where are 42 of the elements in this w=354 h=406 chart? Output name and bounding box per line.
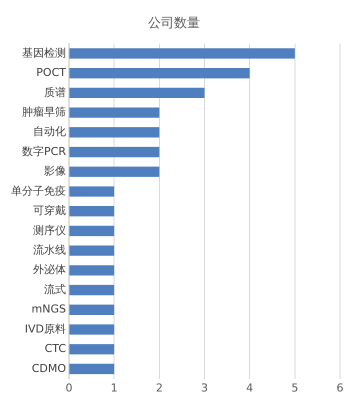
bar [70,324,114,335]
bar [70,48,295,59]
bar [70,245,114,256]
y-tick-label: 基因检测 [22,46,66,60]
y-tick-label: 流水线 [33,243,66,256]
y-tick-label: 可穿戴 [33,204,66,218]
y-tick-label: CDMO [32,362,66,375]
bar [70,127,160,138]
bar [70,186,114,197]
y-tick-label: 自动化 [33,125,66,138]
bar [70,146,160,158]
y-tick-label: IVD原料 [24,322,66,336]
bar [70,364,114,374]
y-tick-label: 流式 [44,282,66,296]
y-tick-label: 单分子免疫 [11,184,66,198]
chart-title: 公司数量 [148,16,200,32]
x-tick-label: 5 [291,381,298,394]
x-tick-label: 2 [156,381,163,394]
bar [70,265,114,276]
x-tick-label: 3 [201,381,208,394]
bar [70,68,250,78]
y-tick-label: 测序仪 [33,224,66,237]
y-tick-label: 外泌体 [33,263,66,276]
bar [70,88,204,98]
bar [70,284,114,296]
y-tick-label: CTC [44,342,66,356]
bar [70,304,114,315]
bar [70,344,114,354]
y-tick-label: 数字PCR [22,144,66,158]
y-tick-label: mNGS [32,302,66,316]
y-tick-label: 质谱 [44,86,66,99]
bar [70,166,160,177]
x-tick-label: 4 [246,381,254,394]
y-tick-label: POCT [36,66,66,80]
bar [70,206,114,216]
bar [70,107,160,118]
y-tick-label: 肿瘤早筛 [22,105,66,118]
y-tick-label: 影像 [44,164,66,178]
x-tick-label: 1 [110,381,118,394]
bar [70,226,114,236]
x-tick-label: 0 [66,381,72,394]
x-tick-label: 6 [336,381,344,394]
